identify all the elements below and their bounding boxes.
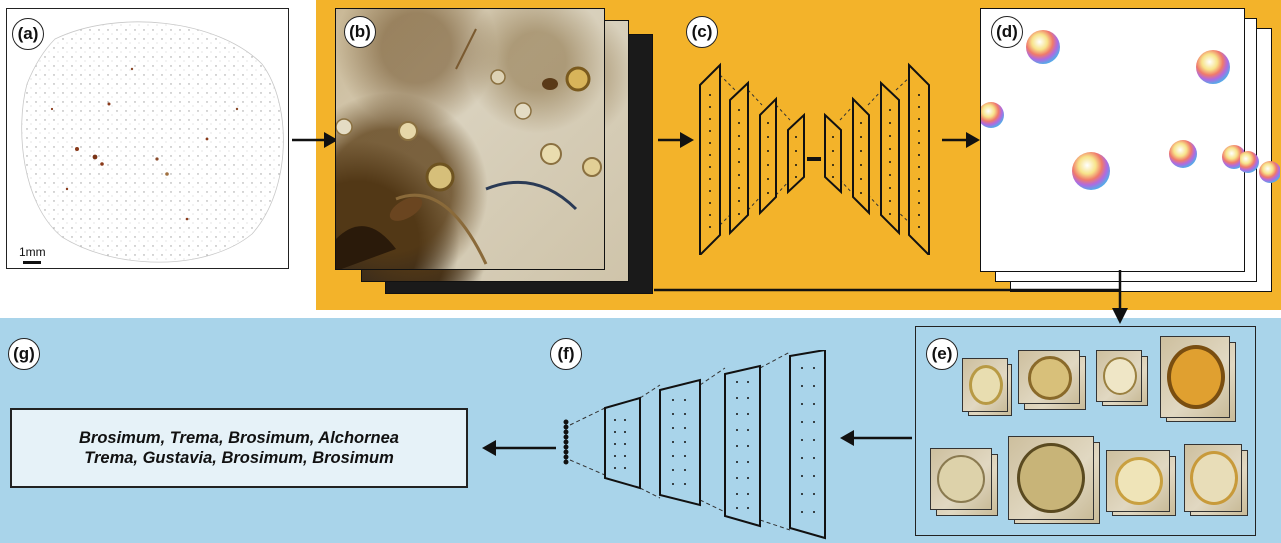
grain-crop-7 xyxy=(1106,450,1170,512)
panel-label-g: (g) xyxy=(8,338,40,370)
panel-label-d: (d) xyxy=(991,16,1023,48)
arrow-a-to-b xyxy=(292,132,338,148)
panel-label-e: (e) xyxy=(926,338,958,370)
grain-crop-4 xyxy=(1160,336,1230,418)
slide-scan-image xyxy=(21,21,284,264)
slide-scan-panel: 1mm xyxy=(6,8,289,269)
grain-crop-6 xyxy=(1008,436,1094,520)
grain-crop-8 xyxy=(1184,444,1242,512)
microscope-image xyxy=(335,8,605,270)
encoder-decoder-network xyxy=(699,62,930,255)
scale-bar-label: 1mm xyxy=(19,245,46,259)
arrow-d-to-e xyxy=(654,270,1128,324)
grain-crop-2 xyxy=(1018,350,1080,404)
detection-map-overflow-orbs xyxy=(1240,151,1280,183)
classifier-network xyxy=(563,350,826,540)
grain-crop-1 xyxy=(962,358,1008,412)
arrow-c-to-d xyxy=(942,132,980,148)
arrow-f-to-g xyxy=(482,440,556,456)
grain-crop-5 xyxy=(930,448,992,510)
panel-label-c: (c) xyxy=(686,16,718,48)
detection-map xyxy=(980,8,1245,272)
scale-bar xyxy=(23,261,41,264)
panel-label-f: (f) xyxy=(550,338,582,370)
panel-label-a: (a) xyxy=(12,18,44,50)
grain-crop-3 xyxy=(1096,350,1142,402)
panel-label-b: (b) xyxy=(344,16,376,48)
result-line-1: Brosimum, Trema, Brosimum, Alchornea xyxy=(78,429,399,447)
result-line-2: Trema, Gustavia, Brosimum, Brosimum xyxy=(84,449,394,467)
arrow-b-to-c xyxy=(658,132,694,148)
arrow-e-to-f xyxy=(840,430,912,446)
classification-result-box: Brosimum, Trema, Brosimum, Alchornea Tre… xyxy=(10,408,468,488)
